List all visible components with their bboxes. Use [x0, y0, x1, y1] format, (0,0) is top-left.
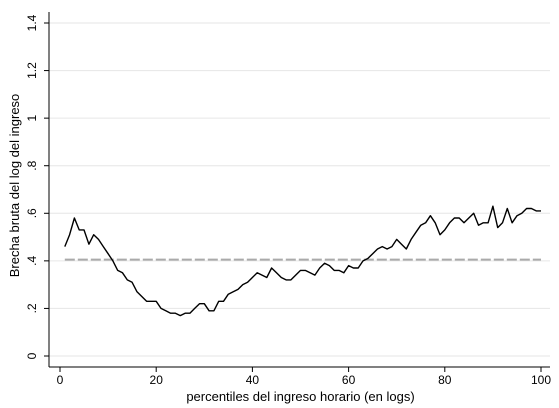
y-tick-label: 1.4 — [25, 14, 39, 31]
y-tick-label: .2 — [25, 303, 39, 313]
x-tick-label: 100 — [531, 373, 551, 387]
axes: 0 .2 .4 .6 .8 1 1.2 1.4 0 20 40 60 80 100 — [25, 12, 551, 387]
series-line — [64, 205, 541, 317]
y-tick-label: .8 — [25, 160, 39, 170]
x-tick-label: 60 — [342, 373, 356, 387]
y-tick-label: 1.2 — [25, 62, 39, 79]
x-tick-label: 20 — [150, 373, 164, 387]
series-group — [64, 205, 541, 317]
x-tick-label: 0 — [57, 373, 64, 387]
y-tick-label: 0 — [25, 352, 39, 359]
x-axis-title: percentiles del ingreso horario (en logs… — [186, 389, 414, 404]
y-axis-title: Brecha bruta del log del ingreso — [7, 94, 22, 278]
x-tick-label: 80 — [438, 373, 452, 387]
y-tick-label: .6 — [25, 208, 39, 218]
y-tick-label: 1 — [25, 114, 39, 121]
y-tick-label: .4 — [25, 256, 39, 266]
grid-lines — [49, 22, 550, 357]
x-tick-label: 40 — [246, 373, 260, 387]
